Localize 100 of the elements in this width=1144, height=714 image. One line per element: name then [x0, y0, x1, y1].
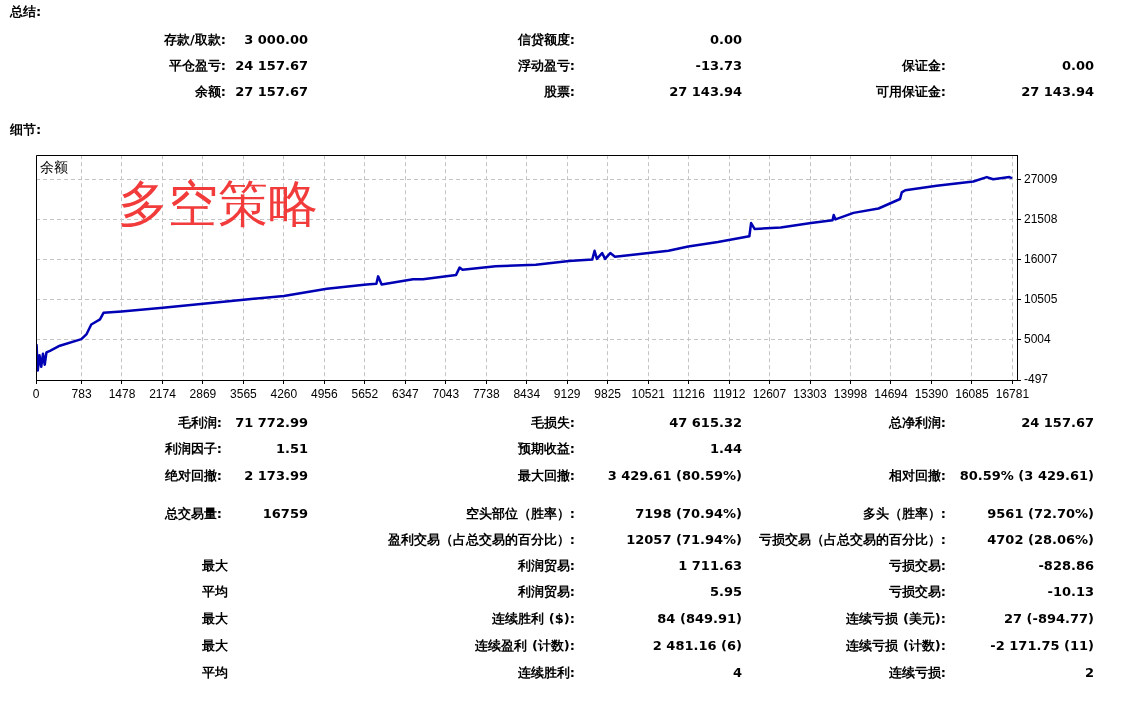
- text: 80.59% (3 429.61): [959, 468, 1094, 484]
- x-tick-label: 1478: [108, 386, 136, 401]
- text: 总净利润:: [888, 415, 946, 431]
- text: 股票:: [543, 84, 575, 100]
- text: -10.13: [1047, 584, 1094, 600]
- text: 27 143.94: [1021, 84, 1094, 100]
- text: 3 429.61 (80.59%): [607, 468, 742, 484]
- x-tick-label: 11912: [712, 386, 746, 401]
- x-tick-label: 4260: [270, 386, 298, 401]
- text: 平均: [202, 665, 228, 681]
- x-tick-label: 783: [71, 386, 92, 401]
- y-axis-title: 余额: [40, 159, 68, 176]
- x-tick-label: 13303: [793, 386, 828, 401]
- text: 71 772.99: [235, 415, 308, 431]
- text: 最大: [202, 558, 228, 574]
- text: 27 157.67: [235, 84, 308, 100]
- text: 27 143.94: [669, 84, 742, 100]
- text: -13.73: [695, 58, 742, 74]
- x-tick-label: 0: [32, 386, 40, 401]
- text: 细节:: [10, 122, 42, 138]
- x-tick-label: 9129: [553, 386, 581, 401]
- x-tick-label: 11216: [672, 386, 706, 401]
- text: 连续盈利 (计数):: [475, 638, 575, 654]
- text: 亏损交易:: [888, 558, 946, 574]
- x-tick-label: 14694: [874, 386, 908, 401]
- text: 1.51: [275, 441, 308, 457]
- text: 浮动盈亏:: [517, 58, 575, 74]
- x-tick-label: 6347: [391, 386, 419, 401]
- text: 最大: [202, 611, 228, 627]
- text: 5.95: [709, 584, 742, 600]
- text: 连续亏损 (美元):: [846, 611, 946, 627]
- text: 绝对回撤:: [164, 468, 222, 484]
- text: 利润因子:: [164, 441, 222, 457]
- text: 最大: [202, 638, 228, 654]
- x-tick-label: 4956: [311, 386, 339, 401]
- y-tick-label: 5004: [1024, 332, 1052, 347]
- text: 0.00: [1061, 58, 1094, 74]
- text: 平均: [202, 584, 228, 600]
- text: 4: [732, 665, 742, 681]
- text: 利润贸易:: [517, 558, 575, 574]
- text: 连续亏损 (计数):: [846, 638, 946, 654]
- x-tick-label: 9825: [594, 386, 622, 401]
- y-tick-label: -497: [1024, 372, 1049, 387]
- text: 0.00: [709, 32, 742, 48]
- y-tick-label: 27009: [1024, 171, 1058, 186]
- x-tick-label: 2869: [189, 386, 217, 401]
- text: 存款/取款:: [164, 32, 226, 48]
- text: 24 157.67: [235, 58, 308, 74]
- text: 84 (849.91): [657, 611, 742, 627]
- text: 9561 (72.70%): [987, 506, 1094, 522]
- text: 毛损失:: [530, 415, 575, 431]
- text: 7198 (70.94%): [635, 506, 742, 522]
- x-tick-label: 16085: [955, 386, 989, 401]
- text: 最大回撤:: [517, 468, 575, 484]
- text: 预期收益:: [517, 441, 575, 457]
- text: 27 (-894.77): [1003, 611, 1094, 627]
- text: 平仓盈亏:: [168, 58, 226, 74]
- text: 总结:: [10, 4, 42, 20]
- text: 4702 (28.06%): [987, 532, 1094, 548]
- text: 盈利交易（占总交易的百分比）:: [387, 532, 575, 548]
- y-tick-label: 21508: [1024, 211, 1058, 226]
- text: 2 173.99: [244, 468, 308, 484]
- x-tick-label: 13998: [833, 386, 868, 401]
- x-tick-label: 16781: [995, 386, 1030, 401]
- text: 12057 (71.94%): [626, 532, 742, 548]
- text: 24 157.67: [1021, 415, 1094, 431]
- text: -828.86: [1038, 558, 1094, 574]
- x-tick-label: 2174: [149, 386, 177, 401]
- text: 亏损交易（占总交易的百分比）:: [758, 532, 946, 548]
- chart-title: 多空策略: [118, 175, 318, 234]
- text: 可用保证金:: [875, 84, 946, 100]
- x-tick-label: 7043: [432, 386, 460, 401]
- x-tick-label: 5652: [351, 386, 379, 401]
- text: 信贷额度:: [517, 32, 575, 48]
- x-tick-label: 12607: [752, 386, 787, 401]
- y-tick-label: 10505: [1024, 292, 1058, 306]
- text: 连续胜利 ($):: [492, 611, 575, 627]
- text: 空头部位（胜率）:: [465, 506, 575, 522]
- text: 多头（胜率）:: [862, 506, 946, 522]
- x-tick-label: 3565: [230, 386, 258, 401]
- x-tick-label: 15390: [914, 386, 949, 401]
- text: 亏损交易:: [888, 584, 946, 600]
- text: 连续胜利:: [517, 665, 575, 681]
- text: 相对回撤:: [888, 468, 946, 484]
- x-tick-label: 8434: [513, 386, 541, 401]
- text: 1 711.63: [678, 558, 742, 574]
- text: 3 000.00: [244, 32, 308, 48]
- x-tick-label: 10521: [631, 386, 666, 401]
- y-tick-label: 16007: [1024, 251, 1058, 266]
- text: 利润贸易:: [517, 584, 575, 600]
- text: 余额:: [194, 84, 226, 100]
- text: 2: [1084, 665, 1094, 681]
- text: 1.44: [709, 441, 742, 457]
- text: 毛利润:: [177, 415, 222, 431]
- text: 总交易量:: [164, 506, 222, 522]
- text: 2 481.16 (6): [652, 638, 742, 654]
- text: 47 615.32: [669, 415, 742, 431]
- text: 16759: [262, 506, 308, 522]
- text: 保证金:: [901, 58, 946, 74]
- text: -2 171.75 (11): [990, 638, 1094, 654]
